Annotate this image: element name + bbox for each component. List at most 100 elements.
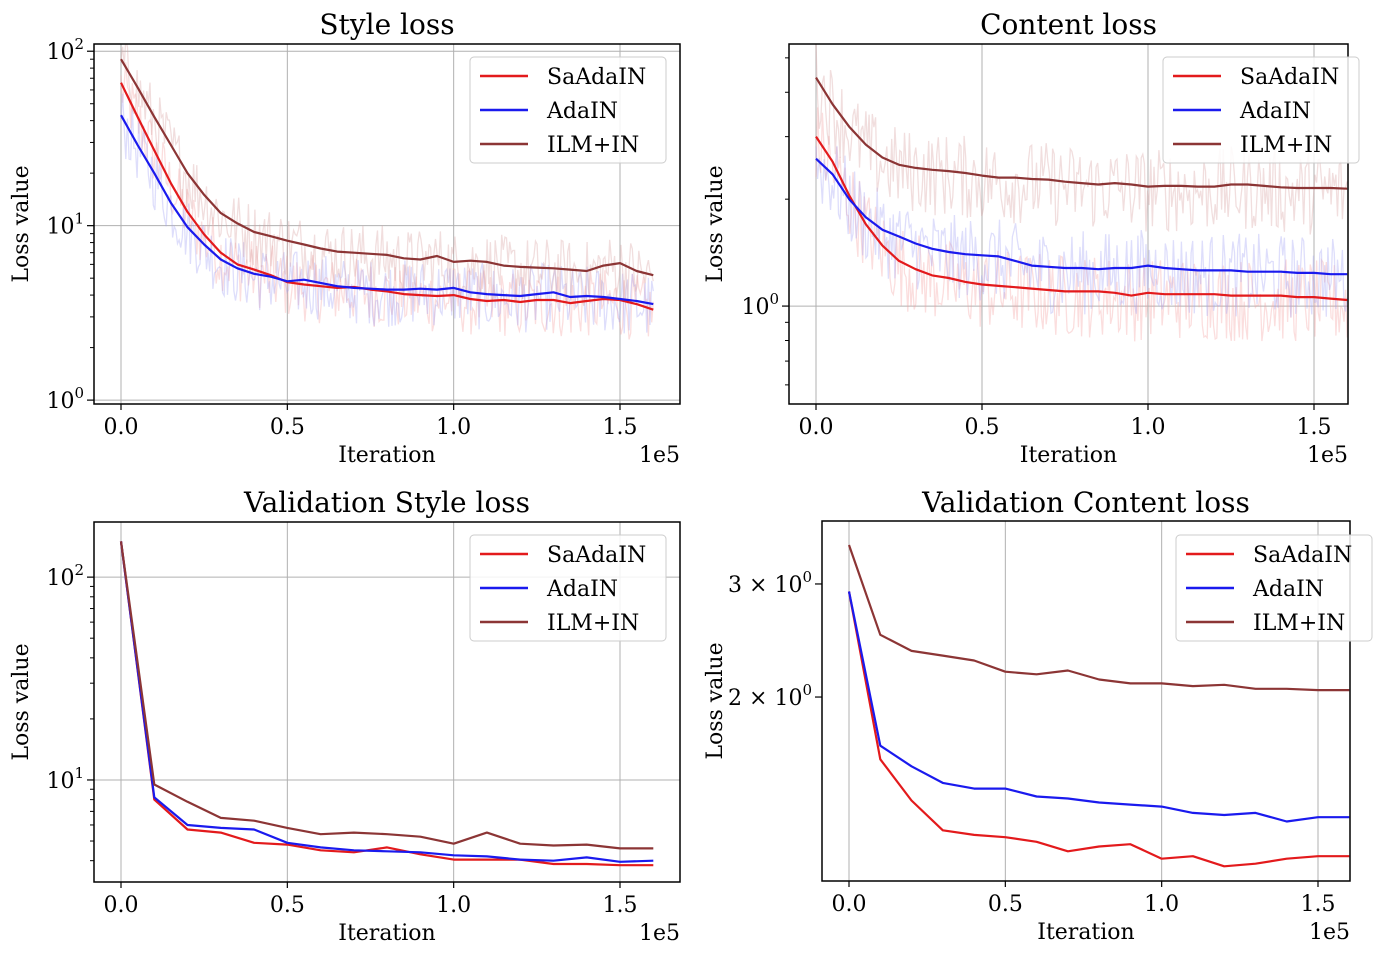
legend-label: SaAdaIN (1253, 543, 1352, 568)
y-tick-label: 101 (46, 764, 84, 794)
series-line-adain (847, 591, 1350, 823)
x-tick-label: 0.0 (104, 415, 139, 440)
x-tick-label: 1.0 (1131, 415, 1166, 440)
y-tick-exponent: 2 (74, 561, 84, 579)
x-offset-label: 1e5 (1309, 920, 1350, 945)
y-tick-base: 10 (46, 215, 74, 240)
legend: SaAdaIN AdaIN ILM+IN (469, 534, 667, 642)
x-tick-label: 0.5 (270, 893, 305, 918)
y-axis-label: Loss value (9, 643, 34, 760)
x-tick-label: 0.5 (988, 892, 1023, 917)
plot-area (847, 544, 1350, 868)
y-tick-exponent: 1 (74, 764, 84, 782)
x-tick-label: 0.0 (799, 415, 834, 440)
series-line-ilm-in (847, 544, 1350, 692)
legend: SaAdaIN AdaIN ILM+IN (1162, 56, 1360, 164)
chart-content: 0.0 0.5 1.0 1.5 1e5 100 Content loss Iteration L… (703, 8, 1360, 468)
legend-label: AdaIN (1239, 99, 1311, 124)
y-axis-label: Loss value (9, 165, 34, 282)
y-tick-base: 10 (46, 389, 74, 414)
series-line-adain (119, 541, 654, 863)
x-offset-label: 1e5 (1307, 443, 1348, 468)
series-line-saadain (815, 135, 1348, 302)
y-tick-base: 10 (46, 769, 74, 794)
series-line-adain (120, 114, 654, 306)
chart-title: Content loss (980, 8, 1157, 41)
legend-label: ILM+IN (547, 133, 639, 158)
raw-trace-saadain (815, 107, 1348, 342)
legend: SaAdaIN AdaIN ILM+IN (1175, 534, 1373, 642)
axes-frame (788, 43, 1349, 405)
x-tick-label: 1.0 (436, 415, 471, 440)
gridlines (789, 44, 1348, 404)
y-tick-base: 3 × 10 (728, 573, 802, 598)
y-tick-base: 2 × 10 (728, 686, 802, 711)
legend-label: SaAdaIN (547, 543, 646, 568)
x-tick-label: 1.5 (1297, 415, 1332, 440)
x-tick-label: 0.0 (104, 893, 139, 918)
legend-label: AdaIN (1252, 577, 1324, 602)
x-tick-label: 1.5 (1301, 892, 1336, 917)
series-line-saadain (847, 591, 1350, 868)
plot-area (119, 541, 654, 867)
axes-frame (93, 43, 681, 405)
y-tick-exponent: 0 (802, 681, 812, 699)
x-axis-label: Iteration (338, 443, 435, 468)
chart-title: Validation Style loss (243, 486, 530, 519)
x-tick-label: 1.5 (603, 893, 638, 918)
plot-area (120, 44, 654, 340)
x-tick-label: 0.0 (832, 892, 867, 917)
y-tick-label: 102 (46, 561, 84, 591)
legend-box (469, 534, 667, 642)
axes-frame (821, 520, 1351, 882)
y-tick-exponent: 2 (74, 35, 84, 53)
series-line-saadain (120, 82, 654, 311)
y-tick-exponent: 0 (769, 290, 779, 308)
y-tick-label: 3 × 100 (728, 568, 812, 598)
raw-trace-adain (815, 145, 1348, 318)
x-offset-label: 1e5 (639, 921, 680, 946)
x-tick-label: 1.5 (603, 415, 638, 440)
legend: SaAdaIN AdaIN ILM+IN (469, 56, 667, 164)
legend-label: SaAdaIN (1240, 65, 1339, 90)
y-axis-label: Loss value (703, 165, 728, 282)
series-line-ilm-in (815, 77, 1348, 190)
x-tick-label: 0.5 (965, 415, 1000, 440)
legend-label: SaAdaIN (547, 65, 646, 90)
raw-trace-ilm-in (120, 44, 654, 306)
y-tick-label: 102 (46, 35, 84, 65)
x-tick-label: 1.0 (1144, 892, 1179, 917)
legend-label: AdaIN (546, 577, 618, 602)
x-axis-label: Iteration (338, 921, 435, 946)
plot-area (815, 44, 1348, 342)
legend-label: ILM+IN (1253, 611, 1345, 636)
x-axis-label: Iteration (1020, 443, 1117, 468)
legend-box (1175, 534, 1373, 642)
series-line-ilm-in (120, 58, 654, 277)
x-tick-label: 1.0 (436, 893, 471, 918)
chart-title: Style loss (319, 8, 454, 41)
legend-label: ILM+IN (547, 611, 639, 636)
y-tick-label: 101 (46, 210, 84, 240)
legend-label: AdaIN (546, 99, 618, 124)
y-tick-exponent: 0 (802, 568, 812, 586)
series-line-ilm-in (119, 541, 654, 850)
legend-label: ILM+IN (1240, 133, 1332, 158)
y-tick-base: 10 (46, 40, 74, 65)
y-axis-label: Loss value (703, 642, 728, 759)
x-offset-label: 1e5 (639, 443, 680, 468)
y-tick-base: 10 (741, 295, 769, 320)
series-line-saadain (119, 541, 654, 867)
y-tick-label: 2 × 100 (728, 681, 812, 711)
y-tick-exponent: 1 (74, 210, 84, 228)
legend-box (469, 56, 667, 164)
x-tick-label: 0.5 (270, 415, 305, 440)
y-tick-exponent: 0 (74, 384, 84, 402)
x-axis-label: Iteration (1037, 920, 1134, 945)
y-tick-label: 100 (46, 384, 84, 414)
chart-title: Validation Content loss (921, 486, 1250, 519)
